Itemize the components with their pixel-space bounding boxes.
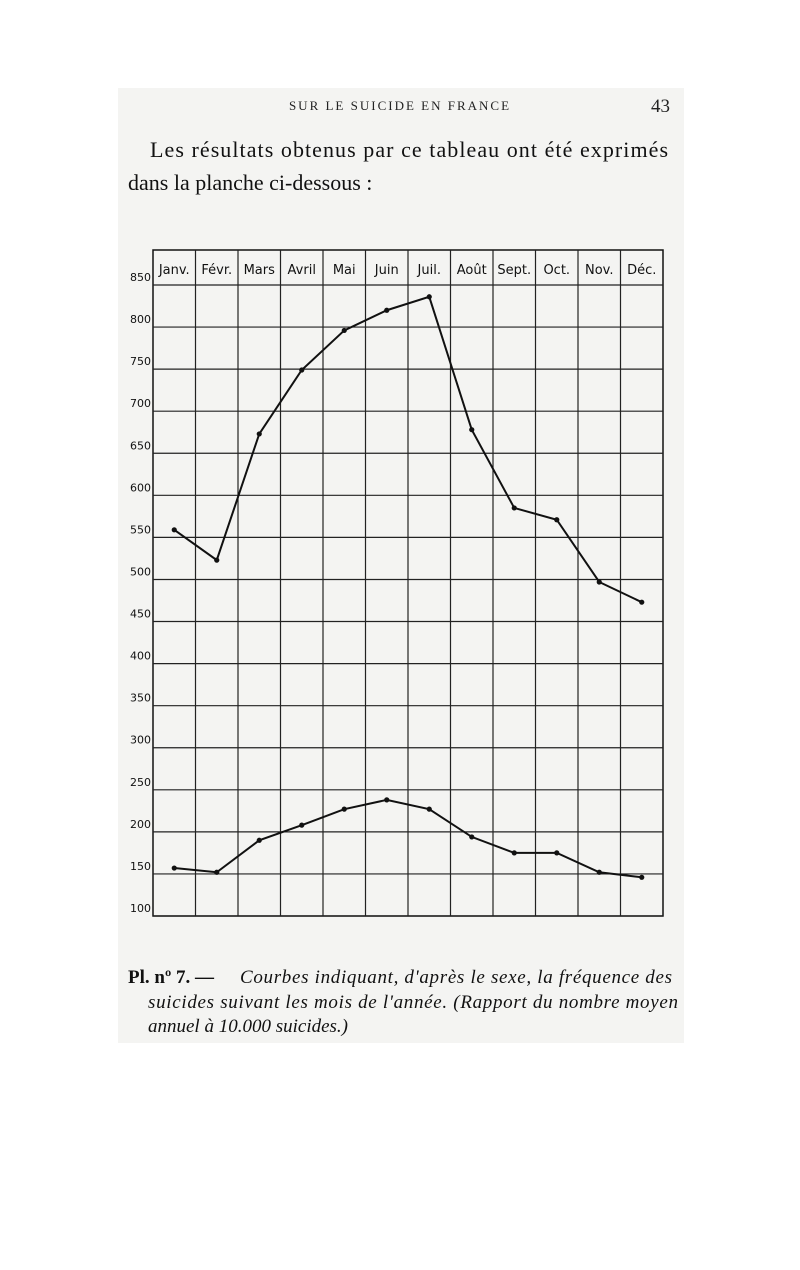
data-line xyxy=(174,798,642,879)
data-point xyxy=(214,869,220,875)
y-tick-label: 800 xyxy=(130,313,151,326)
y-tick-label: 300 xyxy=(130,734,151,747)
caption-label: Pl. nº 7. — xyxy=(128,967,215,988)
x-tick-label: Mai xyxy=(333,263,356,278)
x-tick-label: Févr. xyxy=(201,263,232,278)
data-line xyxy=(173,295,643,604)
x-tick-label: Sept. xyxy=(497,263,531,278)
y-tick-label: 400 xyxy=(130,650,151,663)
page-number: 43 xyxy=(651,96,670,117)
x-tick-label: Nov. xyxy=(585,263,614,278)
data-point xyxy=(384,797,390,803)
data-point xyxy=(256,837,262,843)
data-point xyxy=(511,850,517,856)
y-tick-label: 150 xyxy=(130,860,151,873)
y-tick-label: 750 xyxy=(130,355,151,368)
x-tick-label: Juin xyxy=(374,263,399,278)
y-tick-label: 600 xyxy=(130,481,151,494)
data-point xyxy=(426,806,432,812)
x-tick-label: Juil. xyxy=(417,263,441,278)
x-tick-label: Déc. xyxy=(627,263,656,278)
data-point xyxy=(639,874,645,880)
x-tick-label: Mars xyxy=(244,263,276,278)
y-tick-label: 650 xyxy=(130,439,151,452)
caption-line: Courbes indiquant, d'après le sexe, la f… xyxy=(240,967,672,988)
caption-line: suicides suivant les mois de l'année. (R… xyxy=(148,992,678,1013)
x-tick-label: Janv. xyxy=(158,263,190,278)
data-point xyxy=(511,505,517,511)
data-point xyxy=(256,431,262,437)
chart: Janv. Févr. Mars Avril Mai Juin Juil. Août Sept.… xyxy=(130,249,664,917)
data-point xyxy=(469,427,475,433)
data-point xyxy=(469,834,475,840)
data-point xyxy=(171,865,177,871)
data-point xyxy=(639,599,645,605)
data-point xyxy=(214,557,220,563)
x-tick-label: Août xyxy=(457,263,487,278)
caption-line: annuel à 10.000 suicides.) xyxy=(148,1016,348,1037)
paragraph-line: Les résultats obtenus par ce tableau ont… xyxy=(150,137,668,162)
data-point xyxy=(299,367,305,373)
y-tick-label: 850 xyxy=(130,271,151,284)
y-tick-label: 350 xyxy=(130,692,151,705)
x-tick-label: Avril xyxy=(288,263,316,278)
y-tick-label: 250 xyxy=(130,776,151,789)
y-tick-label: 100 xyxy=(130,902,151,915)
y-tick-label: 450 xyxy=(130,608,151,621)
data-point xyxy=(596,869,602,875)
data-point xyxy=(341,806,347,812)
data-point xyxy=(171,527,177,533)
data-point xyxy=(554,517,560,523)
y-tick-label: 200 xyxy=(130,818,151,831)
data-point xyxy=(554,850,560,856)
data-point xyxy=(299,822,305,828)
y-tick-label: 550 xyxy=(130,523,151,536)
x-tick-label: Oct. xyxy=(543,263,570,278)
y-tick-label: 500 xyxy=(130,565,151,578)
scan-area xyxy=(118,88,684,1043)
data-point xyxy=(384,307,390,313)
paragraph-line: dans la planche ci-dessous : xyxy=(128,170,372,195)
data-point xyxy=(596,579,602,585)
data-point xyxy=(426,294,432,300)
data-point xyxy=(341,327,347,334)
running-head: SUR LE SUICIDE EN FRANCE xyxy=(289,98,511,113)
y-tick-label: 700 xyxy=(130,397,151,410)
